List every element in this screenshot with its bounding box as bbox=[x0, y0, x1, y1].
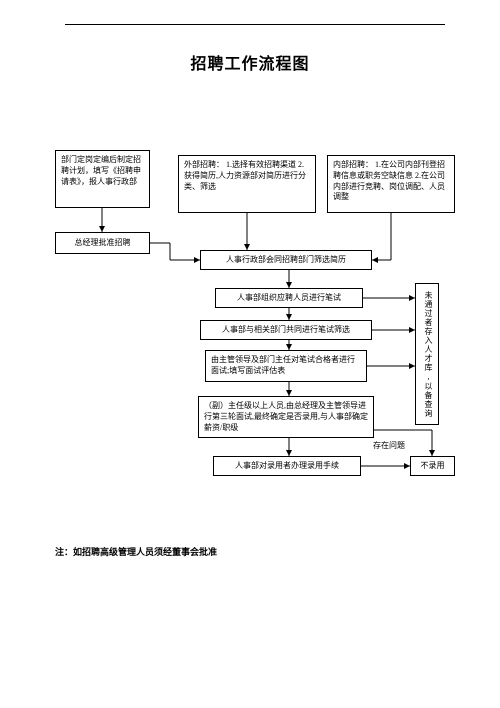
node-text: 外部招聘： 1.选择有效招聘渠道 2.获得简历,人力资源部对简历进行分类、筛选 bbox=[184, 160, 306, 191]
node-interview-final: （副）主任级以上人员,由总经理及主管领导进行第三轮面试,最终确定是否录用,与人事… bbox=[198, 396, 374, 438]
node-text: 总经理批准招聘 bbox=[75, 238, 131, 249]
node-text: 内部招聘： 1.在公司内部刊登招聘信息或职务空缺信息 2.在公司内部进行竞聘、岗… bbox=[333, 160, 445, 201]
node-dept-plan: 部门定岗定编后制定招聘计划，填写《招聘申请表》，报人事行政部 bbox=[55, 150, 150, 208]
node-text: 人事部组织应聘人员进行笔试 bbox=[237, 293, 341, 304]
node-test-screen: 人事部与相关部门共同进行笔试筛选 bbox=[200, 320, 372, 340]
node-internal-recruit: 内部招聘： 1.在公司内部刊登招聘信息或职务空缺信息 2.在公司内部进行竞聘、岗… bbox=[327, 155, 455, 213]
node-text: 部门定岗定编后制定招聘计划，填写《招聘申请表》，报人事行政部 bbox=[61, 155, 141, 186]
node-written-test: 人事部组织应聘人员进行笔试 bbox=[215, 288, 363, 308]
node-text: 未通过者存入人才库,以备查询 bbox=[424, 291, 433, 418]
page: 招聘工作流程图 部门定岗定编后制定招聘计划，填写《招聘申请表》，报人事行政部 总… bbox=[0, 0, 500, 708]
footnote: 注：如招聘高级管理人员须经董事会批准 bbox=[55, 545, 217, 558]
node-gm-approve: 总经理批准招聘 bbox=[55, 232, 150, 254]
edge-label-issue: 存在问题 bbox=[373, 440, 405, 451]
top-rule bbox=[65, 24, 445, 25]
node-screen-resume: 人事行政部会同招聘部门筛选简历 bbox=[200, 250, 372, 270]
node-onboard: 人事部对录用者办理录用手续 bbox=[213, 456, 361, 476]
node-text: （副）主任级以上人员,由总经理及主管领导进行第三轮面试,最终确定是否录用,与人事… bbox=[204, 401, 368, 432]
node-text: 人事行政部会同招聘部门筛选简历 bbox=[226, 255, 346, 266]
node-text: 不录用 bbox=[421, 461, 445, 472]
node-text: 由主管领导及部门主任对笔试合格者进行面试;填写面试评估表 bbox=[211, 355, 355, 375]
node-talent-pool: 未通过者存入人才库,以备查询 bbox=[415, 283, 439, 425]
node-text: 人事部对录用者办理录用手续 bbox=[235, 461, 339, 472]
node-text: 人事部与相关部门共同进行笔试筛选 bbox=[222, 325, 350, 336]
node-reject: 不录用 bbox=[410, 456, 455, 476]
node-interview-1: 由主管领导及部门主任对笔试合格者进行面试;填写面试评估表 bbox=[205, 350, 367, 382]
page-title: 招聘工作流程图 bbox=[0, 50, 500, 74]
node-external-recruit: 外部招聘： 1.选择有效招聘渠道 2.获得简历,人力资源部对简历进行分类、筛选 bbox=[178, 155, 316, 213]
